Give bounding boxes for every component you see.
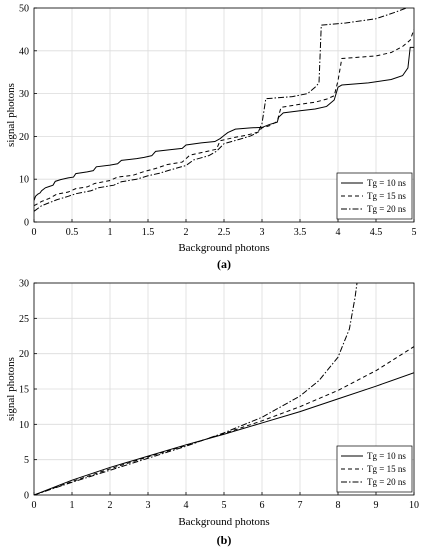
x-tick-label: 10	[409, 500, 419, 511]
y-tick-label: 25	[19, 314, 29, 325]
y-tick-label: 10	[19, 420, 29, 431]
legend-label: Tg = 10 ns	[367, 178, 406, 188]
x-tick-label: 6	[260, 500, 265, 511]
x-tick-label: 3	[146, 500, 151, 511]
x-tick-label: 1.5	[142, 227, 155, 238]
x-tick-label: 8	[336, 500, 341, 511]
y-tick-label: 30	[19, 279, 29, 290]
x-axis-label: Background photons	[178, 242, 269, 254]
y-tick-label: 30	[19, 89, 29, 100]
x-tick-label: 2.5	[218, 227, 231, 238]
x-tick-label: 1	[70, 500, 75, 511]
legend-label: Tg = 10 ns	[367, 451, 406, 461]
series-line-3	[34, 8, 407, 212]
x-tick-label: 9	[374, 500, 379, 511]
y-tick-label: 40	[19, 46, 29, 57]
series-line-3	[34, 283, 358, 495]
y-tick-label: 50	[19, 4, 29, 15]
x-tick-label: 0.5	[66, 227, 79, 238]
y-tick-label: 20	[19, 349, 29, 360]
y-tick-label: 10	[19, 175, 29, 186]
chart-a: 0 0.5 1 1.5 2 2.5 3 3.5 4 4.5 501020304050Backgrou…	[5, 4, 417, 272]
x-tick-label: 5	[222, 500, 227, 511]
series-line-2	[34, 346, 414, 495]
y-tick-label: 15	[19, 385, 29, 396]
y-tick-label: 20	[19, 132, 29, 143]
x-tick-label: 2	[108, 500, 113, 511]
legend: Tg = 10 ns Tg = 15 ns Tg = 20 ns	[336, 445, 413, 493]
x-tick-label: 4.5	[370, 227, 383, 238]
y-axis-label: signal photons	[5, 357, 17, 421]
x-axis-label: Background photons	[178, 516, 269, 528]
chart-caption: (b)	[217, 533, 232, 547]
y-tick-label: 0	[24, 491, 29, 502]
x-tick-label: 7	[298, 500, 303, 511]
series-line-1	[34, 46, 414, 201]
y-axis-label: signal photons	[5, 83, 17, 147]
plot-frame	[33, 282, 415, 496]
plot-frame	[33, 7, 415, 223]
y-tick-label: 5	[24, 455, 29, 466]
x-tick-label: 5	[412, 227, 417, 238]
x-tick-label: 0	[32, 500, 37, 511]
legend: Tg = 10 ns Tg = 15 ns Tg = 20 ns	[336, 172, 413, 220]
y-tick-label: 0	[24, 218, 29, 229]
x-tick-label: 0	[32, 227, 37, 238]
legend-label: Tg = 20 ns	[367, 204, 406, 214]
legend-label: Tg = 20 ns	[367, 477, 406, 487]
series-line-2	[34, 29, 414, 207]
x-tick-label: 4	[336, 227, 341, 238]
legend-label: Tg = 15 ns	[367, 191, 406, 201]
x-tick-label: 3	[260, 227, 265, 238]
x-tick-label: 2	[184, 227, 189, 238]
chart-b: 0 1 2 3 4 5 6 7 8 9 10 0 5 10 15 20 25 30 Background photo…	[5, 279, 419, 548]
x-tick-label: 3.5	[294, 227, 307, 238]
legend-label: Tg = 15 ns	[367, 464, 406, 474]
x-tick-label: 1	[108, 227, 113, 238]
x-tick-label: 4	[184, 500, 189, 511]
chart-caption: (a)	[217, 257, 231, 271]
series-line-1	[34, 372, 414, 495]
